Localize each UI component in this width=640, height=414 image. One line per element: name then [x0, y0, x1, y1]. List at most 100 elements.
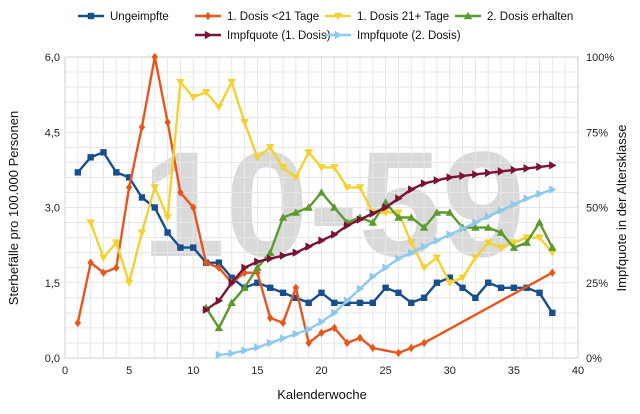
data-point	[510, 165, 519, 175]
data-point	[318, 328, 325, 338]
data-point	[382, 263, 390, 272]
data-point	[113, 263, 120, 272]
data-point	[254, 257, 262, 266]
legend-marker	[87, 12, 95, 20]
data-point	[100, 149, 107, 156]
watermark-text: 10-59	[142, 120, 526, 288]
data-point	[254, 343, 262, 352]
data-point	[496, 244, 506, 252]
data-point	[356, 215, 365, 224]
data-point	[177, 244, 184, 251]
plot-frame	[64, 56, 579, 359]
x-tick-label: 0	[62, 365, 68, 377]
legend-marker	[204, 11, 212, 21]
data-point	[395, 254, 403, 263]
legend-marker	[333, 12, 343, 21]
data-point	[432, 208, 442, 216]
data-point	[485, 168, 493, 178]
data-point	[408, 248, 416, 257]
data-point	[369, 272, 377, 281]
data-point	[548, 249, 557, 257]
data-point	[459, 284, 466, 291]
data-point	[381, 198, 390, 206]
data-point	[343, 338, 351, 348]
data-point	[446, 173, 454, 182]
data-point	[472, 218, 480, 227]
data-point	[291, 208, 301, 216]
x-tick-label: 10	[187, 365, 199, 377]
x-tick-label: 5	[126, 365, 132, 377]
data-point	[267, 338, 275, 348]
data-point	[201, 88, 211, 97]
data-point	[510, 284, 518, 291]
data-point	[472, 294, 479, 301]
data-point	[99, 254, 108, 262]
data-point	[356, 333, 364, 343]
data-point	[523, 194, 531, 203]
data-point	[342, 184, 352, 192]
data-point	[395, 194, 403, 203]
legend-marker	[334, 30, 343, 40]
data-point	[125, 174, 133, 181]
data-point	[394, 213, 403, 221]
data-point	[215, 350, 224, 360]
data-point	[510, 200, 519, 209]
data-point	[254, 279, 261, 286]
data-point	[215, 259, 223, 266]
data-point	[522, 238, 531, 246]
x-tick-label: 30	[444, 365, 456, 377]
data-point	[408, 343, 415, 353]
data-point	[484, 223, 493, 231]
data-point	[485, 212, 493, 221]
data-point	[549, 161, 557, 170]
data-point	[318, 317, 326, 327]
data-point	[267, 313, 274, 323]
data-point	[381, 209, 390, 217]
right-y-axis-label: Impfquote in der Altersklasse	[614, 125, 629, 292]
data-point	[87, 258, 94, 267]
legend-label: 1. Dosis 21+ Tage	[357, 11, 449, 23]
right-y-tick-label: 25%	[586, 278, 608, 290]
data-point	[485, 279, 492, 286]
data-point	[471, 223, 480, 231]
data-point	[279, 289, 287, 296]
data-point	[305, 299, 312, 307]
data-point	[445, 279, 454, 287]
left-y-axis-label: Sterbefälle pro 100.000 Personen	[6, 111, 21, 305]
left-y-tick-label: 3,0	[45, 203, 60, 215]
data-point	[445, 208, 454, 216]
data-point	[369, 343, 376, 353]
data-point	[509, 243, 519, 251]
series-line-impfquote-1-dosis	[205, 164, 553, 311]
data-point	[125, 183, 133, 192]
data-point	[150, 184, 159, 192]
data-point	[496, 228, 506, 236]
data-point	[420, 179, 429, 188]
data-point	[189, 93, 198, 102]
data-point	[100, 268, 107, 277]
legend-item-2-dosis-erhalten: 2. Dosis erhalten	[455, 11, 573, 23]
data-point	[343, 221, 352, 230]
data-point	[240, 119, 249, 127]
legend-item-impfquote-1-dosis: Impfquote (1. Dosis)	[195, 30, 331, 42]
data-point	[317, 188, 326, 196]
x-tick-label: 25	[380, 365, 392, 377]
data-point	[368, 218, 377, 226]
data-point	[137, 229, 147, 237]
data-point	[331, 230, 339, 239]
data-point	[138, 123, 146, 132]
data-point	[535, 218, 544, 226]
data-point	[432, 254, 442, 262]
data-point	[497, 206, 506, 215]
data-point	[241, 346, 249, 355]
data-point	[330, 164, 339, 172]
data-point	[113, 169, 120, 176]
data-point	[420, 294, 428, 301]
data-point	[190, 244, 197, 251]
data-point	[382, 203, 390, 212]
data-point	[278, 164, 288, 172]
data-point	[317, 164, 326, 172]
data-point	[86, 219, 95, 227]
data-point	[318, 236, 326, 245]
